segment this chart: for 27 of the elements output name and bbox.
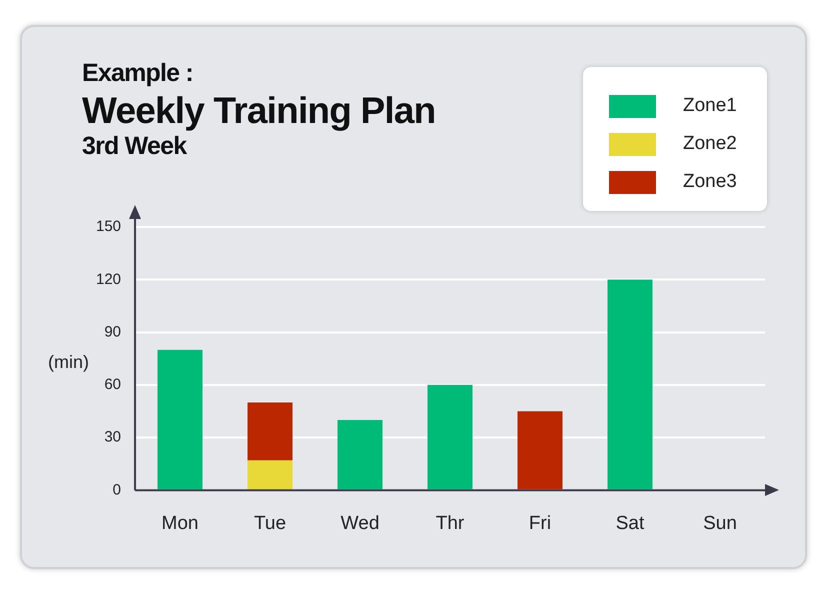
x-tick-label: Wed [340,512,380,534]
y-axis-title: (min) [48,352,89,373]
y-tick-label: 90 [104,323,122,340]
text: Example : [82,59,194,88]
bar [248,402,293,460]
legend-label: Zone1 [683,95,737,117]
y-tick-label: 60 [104,376,122,394]
x-tick-label: Fri [528,512,552,534]
chart-subtitle: 3rd Week [82,132,188,161]
x-tick-label: Thr [436,512,465,534]
x-tick-label: Mon [162,512,199,534]
y-tick-label: 0 [112,481,122,498]
chart-title: Weekly Training Plan [82,90,436,132]
legend-label: Zone2 [683,133,737,155]
x-tick-label: Sun [703,512,737,534]
x-tick-label: Sat [616,512,645,534]
y-tick-label: 120 [96,270,122,288]
bar [428,384,473,490]
y-tick-label: 30 [104,428,122,446]
bar [518,411,563,490]
bar [248,460,293,490]
y-tick-label: 150 [96,218,122,236]
bar [608,280,653,490]
bar [158,350,203,490]
legend-label: Zone3 [683,171,737,193]
bar [338,420,383,490]
x-tick-label: Tue [254,512,286,534]
